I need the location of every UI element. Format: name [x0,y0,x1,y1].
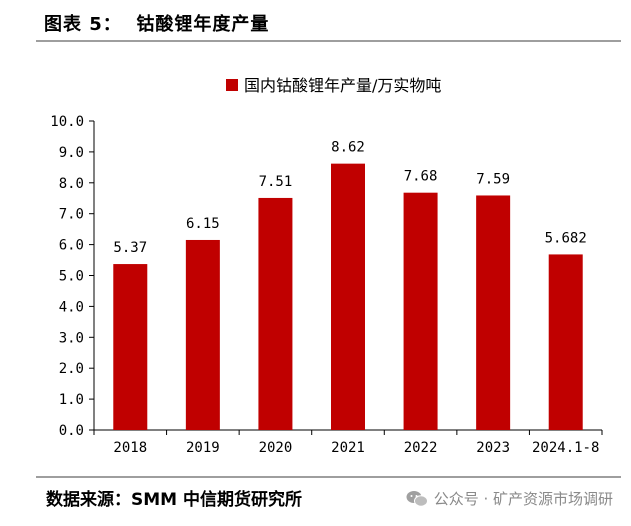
y-tick-label: 5.0 [59,269,84,285]
legend-swatch [226,79,238,91]
bar-value-label: 7.59 [476,171,510,187]
y-tick-label: 2.0 [59,361,84,377]
bar-value-label: 5.682 [545,230,587,246]
bar [113,264,148,430]
y-axis: 0.0 1.0 2.0 3.0 4.0 5.0 6.0 7.0 8.0 9.0 10.0 [50,114,95,439]
bar-value-label: 8.62 [331,140,365,156]
bottom-divider [36,476,621,478]
bar-value-label: 7.51 [259,174,293,190]
y-tick-label: 4.0 [59,299,84,315]
x-tick-label: 2018 [113,440,147,456]
bar [403,192,438,430]
bar-series [113,163,583,430]
x-tick-label: 2021 [331,440,365,456]
x-tick-label: 2019 [186,440,220,456]
x-tick-label: 2020 [259,440,293,456]
bar [331,163,365,430]
data-labels: 5.37 6.15 7.51 8.62 7.68 7.59 5.682 [113,140,586,256]
watermark: 公众号 · 矿产资源市场调研 [406,488,613,509]
x-axis: 2018 2019 2020 2021 2022 2023 2024.1-8 [93,429,603,456]
y-tick-label: 0.0 [59,423,84,439]
watermark-text: 公众号 · 矿产资源市场调研 [433,490,613,508]
bar-value-label: 7.68 [404,169,438,185]
bar [548,254,583,430]
y-tick-label: 8.0 [59,176,84,192]
x-tick-label: 2024.1-8 [532,440,599,456]
source-note: 数据来源：SMM 中信期货研究所 [46,490,302,510]
y-tick-label: 1.0 [59,392,84,408]
bar [258,197,293,430]
bar [185,239,220,430]
legend: 国内钴酸锂年产量/万实物吨 [226,76,441,95]
wechat-icon [406,490,428,508]
x-tick-label: 2023 [476,440,510,456]
bar [476,195,511,430]
figure-title: 图表 5： 钴酸锂年度产量 [44,14,270,35]
y-tick-label: 6.0 [59,238,84,254]
y-tick-label: 9.0 [59,145,84,161]
bar-value-label: 5.37 [113,240,147,256]
y-tick-label: 7.0 [59,207,84,223]
legend-label: 国内钴酸锂年产量/万实物吨 [244,76,441,95]
x-tick-label: 2022 [404,440,438,456]
y-tick-label: 10.0 [50,114,84,130]
bar-chart: 国内钴酸锂年产量/万实物吨 0.0 1.0 2.0 3.0 4.0 5.0 6.0 7.0 8.… [50,76,603,456]
top-divider [36,40,621,42]
y-tick-label: 3.0 [59,330,84,346]
bar-value-label: 6.15 [186,216,220,232]
